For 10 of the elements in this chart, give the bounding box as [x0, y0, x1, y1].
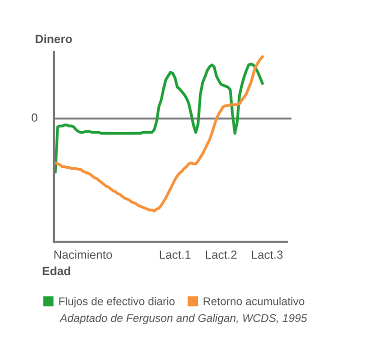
x-tick-label: Nacimiento	[54, 250, 112, 259]
text: Adaptado de Ferguson and Galigan, WCDS, 1995	[59, 314, 308, 324]
x-tick-label: Lact.2	[206, 250, 237, 259]
ref-line-label: 0	[32, 113, 38, 122]
x-tick-label: Lact.3	[252, 250, 283, 259]
x-axis-title: Edad	[42, 266, 70, 276]
y-axis-title: Dinero	[36, 34, 72, 44]
legend-label: Flujos de efectivo diario	[59, 297, 175, 308]
x-tick-label: Lact.1	[160, 250, 191, 259]
legend-label: Retorno acumulativo	[204, 297, 304, 306]
